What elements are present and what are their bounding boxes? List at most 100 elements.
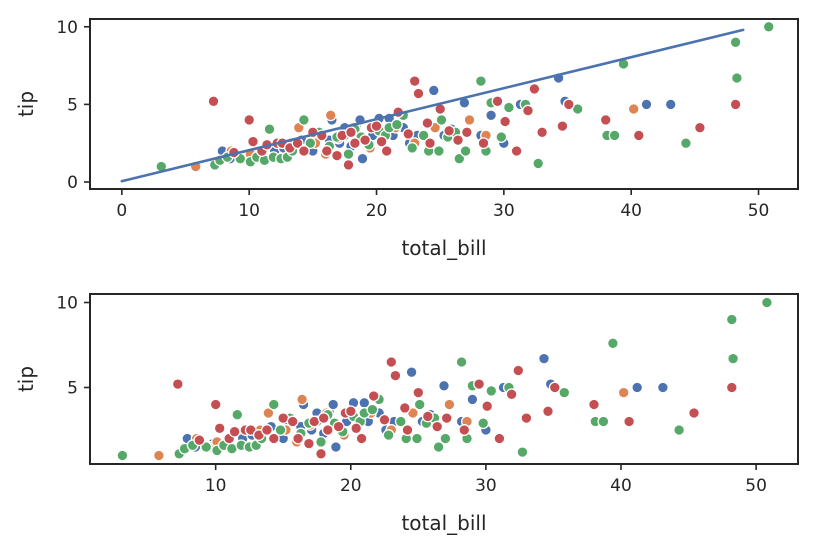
scatter-point-red [623,415,636,428]
scatter-point-green [263,123,276,136]
scatter-point-red [375,135,388,148]
scatter-point-green [411,432,423,445]
scatter-point-red [389,369,402,382]
scatter-point-red [228,425,241,438]
scatter-point-red [542,405,554,418]
subplot-top: 0 10 20 30 40 50 0 5 10 total_bill tip [14,18,799,260]
scatter-point-blue [466,393,479,406]
scatter-point-red [632,129,645,142]
x-tick-label: 30 [493,201,515,221]
scatter-points-bottom [116,296,773,462]
scatter-point-green [267,398,280,411]
scatter-point-blue [664,98,677,111]
scatter-point-red [247,135,259,148]
scatter-point-red [355,432,368,445]
scatter-point-red [477,137,490,150]
scatter-point-green [495,131,508,143]
scatter-point-red [267,432,280,445]
scatter-point-green [432,145,445,157]
scatter-point-red [370,120,383,133]
scatter-point-red [350,422,363,435]
scatter-point-green [502,101,515,114]
scatter-point-red [401,424,414,436]
scatter-point-red [344,405,357,418]
x-tick-label: 40 [620,201,642,221]
x-axis-label-top: total_bill [401,236,486,260]
scatter-point-red [342,158,355,171]
scatter-point-orange [152,449,165,462]
scatter-point-green [597,415,610,428]
scatter-point-blue [656,381,669,394]
regression-line [120,28,745,183]
y-ticks-top: 0 5 10 [56,18,90,193]
scatter-point-red [421,117,434,129]
scatter-point-red [481,400,494,413]
scatter-point-blue [631,381,644,394]
x-tick-label: 30 [475,476,497,496]
scatter-point-red [398,401,411,414]
scatter-point-red [725,381,738,394]
scatter-point-green [231,408,244,421]
scatter-point-blue [438,379,450,392]
y-tick-label: 5 [67,95,78,115]
scatter-point-red [261,424,273,436]
scatter-point-red [599,113,612,126]
scatter-point-blue [640,98,653,111]
subplot-bottom: 10 20 30 40 50 5 10 total_bill tip [14,293,799,535]
scatter-point-green [304,137,317,150]
scatter-point-red [499,115,512,128]
scatter-point-red [243,113,256,126]
scatter-point-green [673,424,686,436]
scatter-point-red [729,98,742,111]
scatter-point-red [286,415,299,428]
scatter-point-red [522,104,534,117]
scatter-point-red [378,413,391,426]
y-axis-label-bottom: tip [14,366,38,392]
scatter-point-red [332,420,345,433]
scatter-point-red [315,447,327,460]
scatter-point-red [512,364,525,377]
scatter-point-red [345,126,357,139]
scatter-point-green [432,441,445,453]
scatter-point-green [435,113,448,126]
x-ticks-top: 0 10 20 30 40 50 [116,189,769,221]
scatter-point-red [452,134,464,147]
scatter-point-blue [329,441,342,453]
scatter-point-green [516,446,529,459]
scatter-point-red [693,121,706,134]
scatter-point-red [556,120,569,133]
scatter-point-red [207,95,220,108]
scatter-point-green [762,20,775,33]
x-axis-label-bottom: total_bill [401,511,486,535]
scatter-point-blue [327,398,340,411]
scatter-point-orange [262,407,275,419]
scatter-point-red [460,126,473,139]
x-tick-label: 40 [610,476,632,496]
scatter-point-green [406,141,419,154]
scatter-point-red [562,98,575,111]
scatter-point-orange [627,103,640,115]
x-tick-label: 0 [116,201,127,221]
scatter-point-green [474,75,487,88]
y-axis-label-top: tip [14,91,38,117]
scatter-point-green [679,137,692,150]
scatter-point-red [292,432,305,445]
scatter-point-red [424,137,436,150]
scatter-point-orange [324,109,337,122]
scatter-point-red [302,437,315,450]
scatter-point-green [606,337,619,350]
scatter-point-red [321,424,334,436]
scatter-point-red [209,398,222,411]
scatter-point-red [505,388,518,401]
y-tick-label: 5 [67,379,78,399]
scatter-point-green [727,352,740,365]
scatter-point-red [491,95,504,108]
x-tick-label: 10 [238,201,260,221]
scatter-point-red [412,87,425,100]
scatter-point-red [588,398,600,411]
axes-frame-bottom [89,293,799,465]
scatter-point-blue [485,109,498,122]
scatter-point-orange [617,386,630,399]
scatter-point-green [439,432,452,445]
scatter-point-blue [356,152,369,165]
